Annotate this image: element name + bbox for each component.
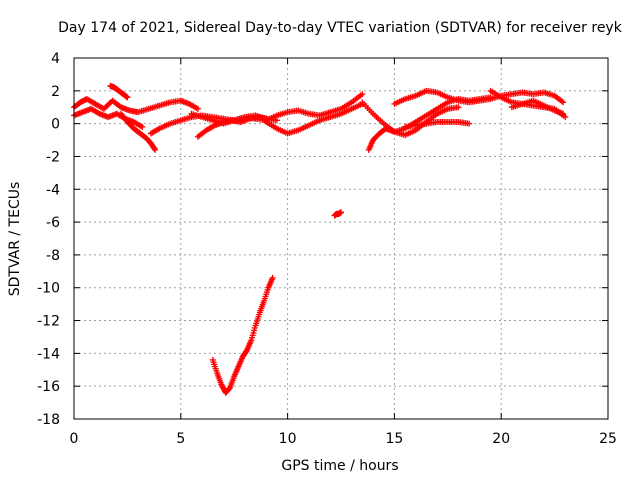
data-point <box>194 105 201 112</box>
x-tick-label: 25 <box>599 431 617 447</box>
x-tick-label: 15 <box>385 431 403 447</box>
y-tick-label: -4 <box>46 182 60 198</box>
x-tick-label: 5 <box>176 431 185 447</box>
y-tick-label: 2 <box>51 84 60 100</box>
data-point <box>562 114 569 121</box>
chart-title: Day 174 of 2021, Sidereal Day-to-day VTE… <box>58 20 623 36</box>
y-tick-label: -16 <box>37 379 60 395</box>
data-point <box>466 120 473 127</box>
y-tick-label: -8 <box>46 248 60 264</box>
y-tick-label: -10 <box>37 281 60 297</box>
y-tick-label: -18 <box>37 412 60 428</box>
plot-frame <box>73 57 609 420</box>
y-tick-label: -14 <box>37 346 60 362</box>
data-point <box>124 94 131 101</box>
data-point <box>139 123 146 130</box>
x-tick-label: 0 <box>70 431 79 447</box>
y-tick-label: -2 <box>46 149 60 165</box>
data-points <box>71 82 569 396</box>
data-point <box>455 104 462 111</box>
data-point <box>338 209 344 216</box>
data-point <box>560 99 567 106</box>
y-tick-label: 4 <box>51 51 60 67</box>
data-point <box>560 110 567 117</box>
y-tick-label: -6 <box>46 215 60 231</box>
x-tick-label: 20 <box>492 431 510 447</box>
data-point <box>269 274 276 281</box>
x-axis-label: GPS time / hours <box>281 458 398 474</box>
data-point <box>152 146 159 153</box>
data-point <box>151 145 158 152</box>
y-tick-label: 0 <box>51 117 60 133</box>
x-tick-label: 10 <box>279 431 297 447</box>
y-tick-label: -12 <box>37 314 60 330</box>
y-axis-label: SDTVAR / TECUs <box>7 182 23 297</box>
data-point <box>359 91 366 98</box>
